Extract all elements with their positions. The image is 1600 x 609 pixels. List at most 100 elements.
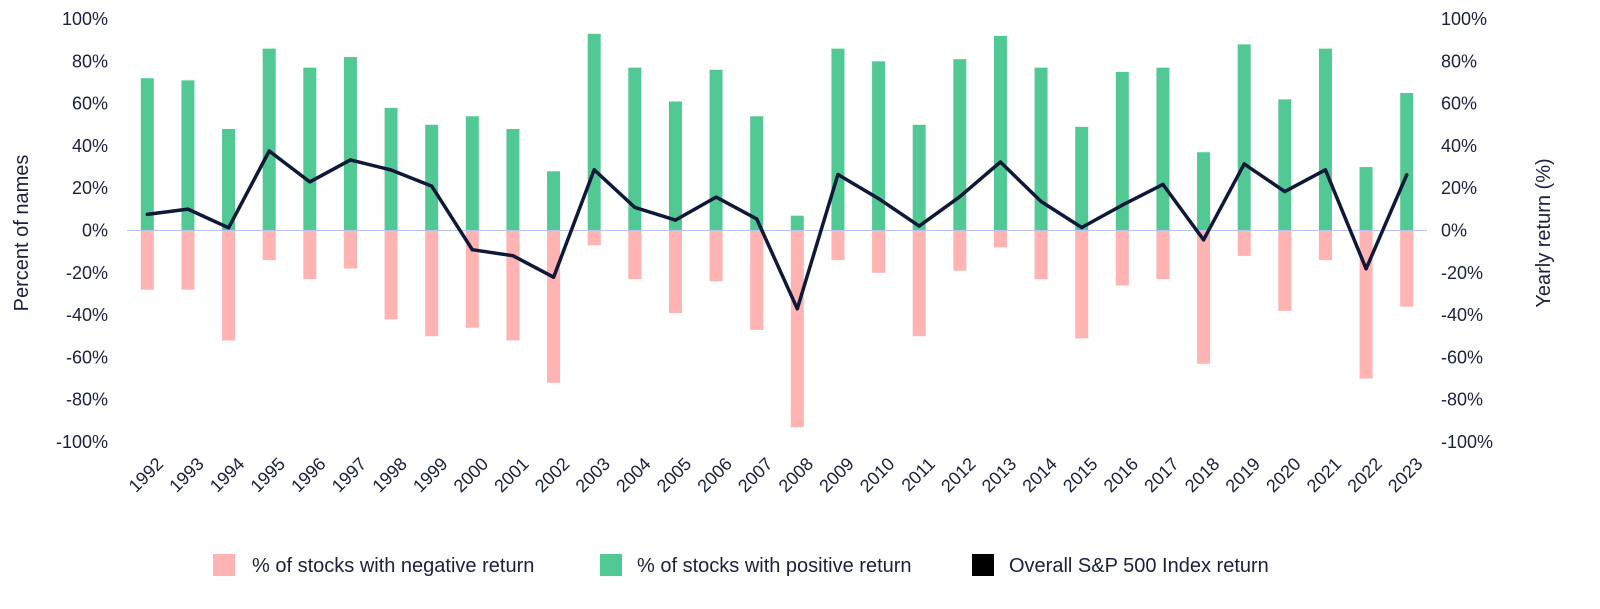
x-tick-label-2006: 2006 xyxy=(693,454,735,496)
bar-negative-2003 xyxy=(587,230,601,246)
right-tick-label: 80% xyxy=(1441,51,1477,71)
legend-label-negative: % of stocks with negative return xyxy=(252,555,534,577)
index-return-point-1999 xyxy=(430,184,434,188)
bar-positive-2006 xyxy=(709,69,723,231)
bar-positive-1993 xyxy=(181,80,195,231)
index-return-point-2020 xyxy=(1283,189,1287,194)
right-tick-label: 0% xyxy=(1441,221,1467,241)
index-return-point-2021 xyxy=(1323,168,1328,172)
bar-positive-2010 xyxy=(872,61,886,231)
bar-positive-2012 xyxy=(953,59,967,231)
bar-positive-2014 xyxy=(1034,67,1048,231)
bar-negative-2008 xyxy=(790,230,804,428)
legend-swatch-negative xyxy=(213,554,235,576)
x-tick-label-2002: 2002 xyxy=(531,454,573,496)
bar-positive-1996 xyxy=(303,67,317,231)
index-return-line xyxy=(145,149,1409,311)
x-tick-label-2003: 2003 xyxy=(572,454,614,496)
bar-negative-2012 xyxy=(953,230,967,271)
x-tick-label-2001: 2001 xyxy=(490,454,532,496)
bar-positive-2008 xyxy=(790,215,804,231)
bar-positive-2013 xyxy=(993,35,1007,231)
index-return-point-2015 xyxy=(1080,225,1084,230)
bar-negative-2014 xyxy=(1034,230,1048,280)
bar-positive-1999 xyxy=(425,124,439,231)
x-tick-label-2017: 2017 xyxy=(1140,454,1182,496)
bar-positive-2022 xyxy=(1359,167,1373,231)
x-tick-label-2015: 2015 xyxy=(1059,454,1101,496)
right-tick-label: -100% xyxy=(1441,432,1493,452)
left-tick-label: 20% xyxy=(72,178,108,198)
index-return-point-1996 xyxy=(308,180,312,184)
x-tick-label-2018: 2018 xyxy=(1181,454,1223,496)
index-return-point-2017 xyxy=(1161,182,1165,186)
bar-positive-1995 xyxy=(262,48,276,231)
bar-positive-2020 xyxy=(1278,99,1292,231)
x-tick-label-2010: 2010 xyxy=(856,454,898,496)
bar-positive-2023 xyxy=(1400,93,1414,231)
index-return-point-1997 xyxy=(348,158,353,162)
right-tick-label: 60% xyxy=(1441,94,1477,114)
index-return-point-1994 xyxy=(226,226,231,230)
bar-negative-1995 xyxy=(262,230,276,261)
bar-positive-2007 xyxy=(750,116,764,231)
left-axis: 100% 80% 60% 40% 20% 0% -20% -40% -60% -80% -100% xyxy=(56,9,108,452)
left-tick-label: 100% xyxy=(62,9,108,29)
x-tick-label-1997: 1997 xyxy=(328,454,370,496)
legend-swatch-index-return xyxy=(972,554,994,576)
bar-positive-1994 xyxy=(222,128,236,231)
bar-negative-2018 xyxy=(1197,230,1211,364)
bar-negative-2020 xyxy=(1278,230,1292,311)
left-tick-label: -20% xyxy=(66,263,108,283)
left-tick-label: 80% xyxy=(72,51,108,71)
x-tick-label-2011: 2011 xyxy=(898,454,940,496)
x-tick-label-2023: 2023 xyxy=(1384,454,1426,496)
bar-negative-2009 xyxy=(831,230,845,261)
bar-negative-2019 xyxy=(1237,230,1251,256)
left-tick-label: -100% xyxy=(56,432,108,452)
x-tick-label-1994: 1994 xyxy=(206,454,248,496)
bar-positive-2004 xyxy=(628,67,642,231)
bar-negative-2013 xyxy=(993,230,1007,248)
index-return-point-2005 xyxy=(673,218,678,222)
bar-negative-2004 xyxy=(628,230,642,280)
right-axis: 100% 80% 60% 40% 20% 0% -20% -40% -60% -80% -100% xyxy=(1441,9,1493,452)
bar-negative-1992 xyxy=(140,230,154,290)
bar-negative-2011 xyxy=(912,230,926,337)
bar-positive-1997 xyxy=(343,57,357,231)
x-tick-label-1993: 1993 xyxy=(165,454,207,496)
bar-negative-2015 xyxy=(1075,230,1089,339)
right-tick-label: -40% xyxy=(1441,305,1483,325)
x-tick-label-2022: 2022 xyxy=(1343,454,1385,496)
line-layer xyxy=(145,149,1409,311)
legend-swatch-positive xyxy=(600,554,622,576)
x-tick-label-2007: 2007 xyxy=(734,454,776,496)
bar-positive-2000 xyxy=(465,116,479,231)
x-tick-label-2020: 2020 xyxy=(1262,454,1304,496)
x-tick-label-2014: 2014 xyxy=(1018,454,1060,496)
x-tick-label-1995: 1995 xyxy=(247,454,289,496)
index-return-point-2001 xyxy=(511,254,515,258)
bar-negative-2000 xyxy=(465,230,479,328)
index-return-point-1992 xyxy=(145,212,149,217)
right-tick-label: 20% xyxy=(1441,178,1477,198)
bar-negative-2002 xyxy=(547,230,561,383)
index-return-point-2008 xyxy=(795,307,799,311)
bar-positive-2015 xyxy=(1075,126,1089,231)
x-tick-label-2009: 2009 xyxy=(815,454,857,496)
bar-negative-1996 xyxy=(303,230,317,280)
x-tick-label-1998: 1998 xyxy=(368,454,410,496)
index-return-point-2000 xyxy=(470,248,474,252)
index-return-point-2006 xyxy=(714,195,718,199)
index-return-point-2013 xyxy=(998,160,1003,164)
index-return-point-2019 xyxy=(1242,162,1246,166)
x-tick-label-2000: 2000 xyxy=(450,454,492,496)
left-axis-title: Percent of names xyxy=(11,155,33,312)
index-return-point-2023 xyxy=(1405,173,1409,177)
bar-positive-2005 xyxy=(668,101,682,231)
bar-negative-2006 xyxy=(709,230,723,282)
index-return-point-2014 xyxy=(1039,199,1043,204)
bar-positive-2017 xyxy=(1156,67,1170,231)
bar-negative-1994 xyxy=(222,230,236,341)
